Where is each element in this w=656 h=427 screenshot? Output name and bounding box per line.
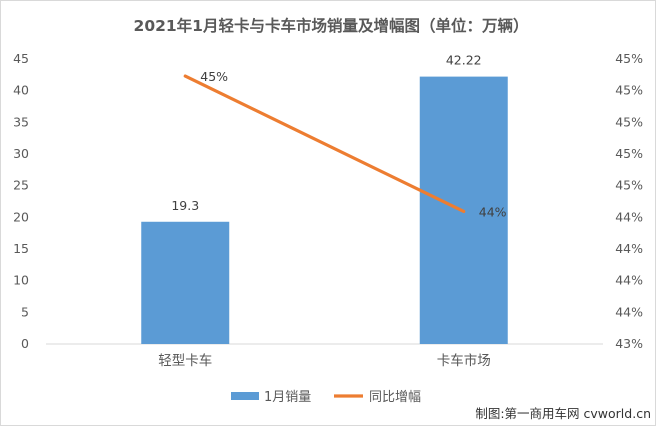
right-tick-label: 44%	[615, 273, 643, 288]
right-tick-label: 45%	[615, 83, 643, 98]
left-tick-label: 25	[13, 178, 29, 193]
watermark: 制图:第一商用车网 cvworld.cn	[475, 406, 651, 421]
line-series: 45% 44%	[183, 69, 507, 219]
legend-swatch-bar	[231, 392, 259, 400]
chart-title: 2021年1月轻卡与卡车市场销量及增幅图（单位：万辆）	[134, 16, 529, 35]
left-tick-label: 20	[13, 209, 29, 224]
left-tick-label: 5	[21, 304, 29, 319]
left-axis: 0 5 10 15 20 25 30 35 40 45	[13, 51, 29, 351]
x-axis-labels: 轻型卡车 卡车市场	[158, 352, 491, 369]
left-tick-label: 30	[13, 146, 29, 161]
line-data-label: 45%	[200, 69, 228, 84]
right-tick-label: 44%	[615, 209, 643, 224]
left-tick-label: 40	[13, 83, 29, 98]
right-tick-label: 45%	[615, 114, 643, 129]
legend-label: 同比增幅	[369, 390, 421, 405]
left-tick-label: 10	[13, 273, 29, 288]
left-tick-label: 45	[13, 51, 29, 66]
right-tick-label: 44%	[615, 241, 643, 256]
category-label: 卡车市场	[437, 352, 491, 369]
bar-data-label: 42.22	[446, 53, 482, 68]
right-tick-label: 44%	[615, 304, 643, 319]
right-tick-label: 43%	[615, 336, 643, 351]
left-tick-label: 0	[21, 336, 29, 351]
legend: 1月销量 同比增幅	[231, 390, 421, 405]
right-axis: 43% 44% 44% 44% 44% 45% 45% 45% 45% 45%	[615, 51, 643, 351]
legend-label: 1月销量	[264, 390, 311, 405]
bar-series: 19.3 42.22	[141, 53, 508, 345]
category-label: 轻型卡车	[158, 352, 212, 369]
right-tick-label: 45%	[615, 51, 643, 66]
right-tick-label: 45%	[615, 146, 643, 161]
left-tick-label: 35	[13, 114, 29, 129]
bar	[141, 221, 230, 344]
bar-data-label: 19.3	[171, 198, 199, 213]
right-tick-label: 45%	[615, 178, 643, 193]
growth-line	[183, 74, 466, 214]
left-tick-label: 15	[13, 241, 29, 256]
line-data-label: 44%	[479, 204, 507, 219]
